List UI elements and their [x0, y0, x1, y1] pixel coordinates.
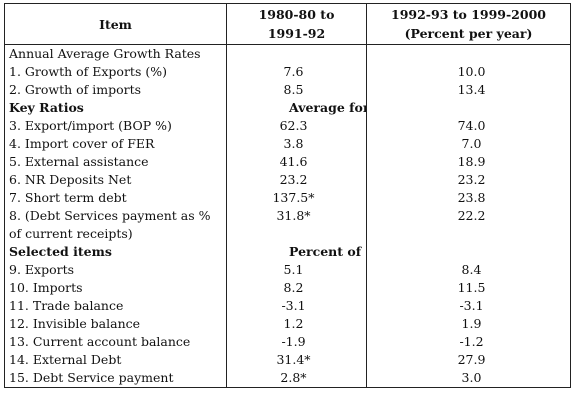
value-b: 22.2 — [457, 208, 486, 223]
row-label: 5. External assistance — [9, 154, 149, 169]
value-a: 8.5 — [283, 82, 304, 97]
value-a: 31.8* — [276, 208, 311, 223]
value-b: -3.1 — [459, 298, 484, 313]
value-a: 3.8 — [283, 136, 304, 151]
value-a: 41.6 — [279, 154, 308, 169]
header-period-a-line-1: 1980-80 to — [258, 7, 335, 22]
value-a: -3.1 — [281, 298, 306, 313]
value-a: 23.2 — [279, 172, 308, 187]
value-a: 137.5* — [272, 190, 315, 205]
period-a-column: 7.6 8.5 Average for the period 62.3 3.8 … — [226, 44, 367, 388]
value-b — [371, 46, 566, 64]
value-b: 1.9 — [461, 316, 482, 331]
value-b: 3.0 — [461, 370, 482, 385]
value-b: 8.4 — [461, 262, 482, 277]
value-b — [371, 99, 566, 117]
value-a: 5.1 — [283, 262, 304, 277]
value-a: 8.2 — [283, 280, 304, 295]
value-b: 7.0 — [461, 136, 482, 151]
value-b: 27.9 — [457, 352, 486, 367]
period-label-gdp: Percent of GDP — [289, 244, 366, 259]
row-label: 6. NR Deposits Net — [9, 172, 132, 187]
value-b: 74.0 — [457, 118, 486, 133]
row-label: 14. External Debt — [9, 352, 122, 367]
value-a: -1.9 — [281, 334, 306, 349]
header-item: Item — [4, 3, 227, 45]
row-label: 12. Invisible balance — [9, 316, 141, 331]
header-period-a: 1980-80 to 1991-92 — [226, 3, 367, 45]
value-a — [231, 46, 362, 64]
value-a: 62.3 — [279, 118, 308, 133]
table-header-row: Item 1980-80 to 1991-92 1992-93 to 1999-… — [4, 3, 571, 45]
header-period-b: 1992-93 to 1999-2000 (Percent per year) — [366, 3, 571, 45]
row-label: Annual Average Growth Rates — [9, 46, 201, 61]
table-body-row: Annual Average Growth Rates 1. Growth of… — [4, 44, 571, 388]
value-a: 7.6 — [283, 64, 304, 79]
data-table: Item 1980-80 to 1991-92 1992-93 to 1999-… — [4, 3, 571, 388]
section-label-key-ratios: Key Ratios — [9, 100, 84, 115]
row-label: 15. Debt Service payment — [9, 370, 174, 385]
value-b: -1.2 — [459, 334, 484, 349]
header-item-label: Item — [99, 16, 132, 32]
value-a: 1.2 — [283, 316, 304, 331]
period-b-column: 10.0 13.4 74.0 7.0 18.9 23.2 23.8 22.2 8… — [366, 44, 571, 388]
value-b — [371, 243, 566, 261]
row-label: 7. Short term debt — [9, 190, 127, 205]
header-period-a-line-2: 1991-92 — [267, 26, 326, 41]
header-period-b-line-2: (Percent per year) — [404, 26, 533, 41]
row-label: 8. (Debt Services payment as % of curren… — [9, 208, 211, 241]
value-b: 18.9 — [457, 154, 486, 169]
row-label: 13. Current account balance — [9, 334, 191, 349]
row-label: 3. Export/import (BOP %) — [9, 118, 172, 133]
row-label: 1. Growth of Exports (%) — [9, 64, 167, 79]
value-a: 2.8* — [280, 370, 307, 385]
section-label-selected-items: Selected items — [9, 244, 112, 259]
value-b: 10.0 — [457, 64, 486, 79]
value-b: 23.2 — [457, 172, 486, 187]
period-label-average: Average for the period — [289, 100, 366, 115]
value-b: 23.8 — [457, 190, 486, 205]
value-b: 11.5 — [457, 280, 486, 295]
value-a: 31.4* — [276, 352, 311, 367]
row-label: 9. Exports — [9, 262, 75, 277]
item-column: Annual Average Growth Rates 1. Growth of… — [4, 44, 227, 388]
row-label: 11. Trade balance — [9, 298, 124, 313]
value-b: 13.4 — [457, 82, 486, 97]
row-label: 4. Import cover of FER — [9, 136, 155, 151]
header-period-b-line-1: 1992-93 to 1999-2000 — [391, 7, 546, 22]
row-label: 2. Growth of imports — [9, 82, 142, 97]
row-label: 10. Imports — [9, 280, 83, 295]
